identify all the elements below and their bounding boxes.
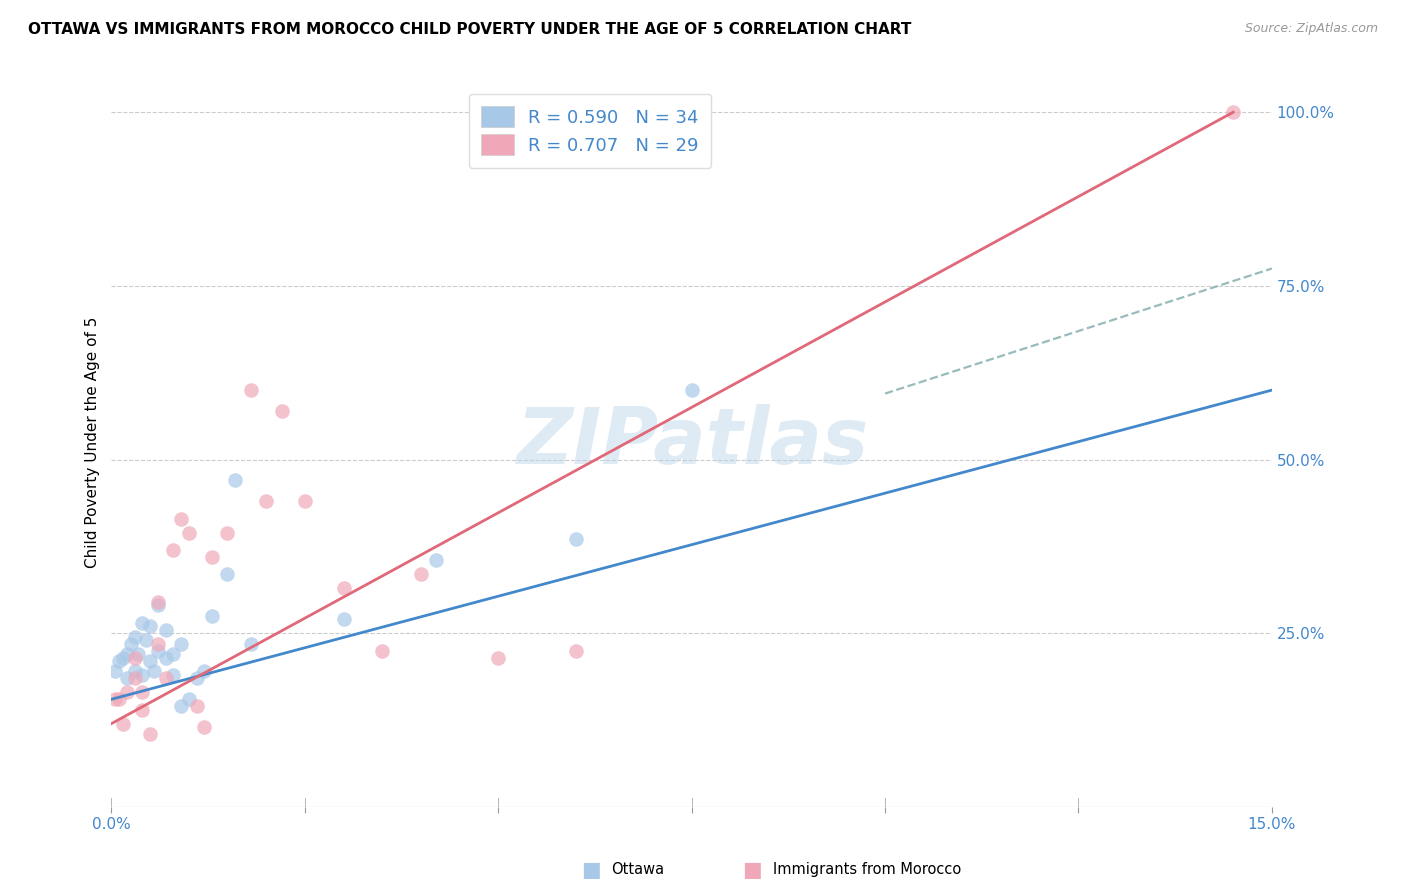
Legend: R = 0.590   N = 34, R = 0.707   N = 29: R = 0.590 N = 34, R = 0.707 N = 29 xyxy=(468,94,711,168)
Point xyxy=(124,672,146,686)
Y-axis label: Child Poverty Under the Age of 5: Child Poverty Under the Age of 5 xyxy=(86,317,100,568)
Text: ■: ■ xyxy=(742,860,762,880)
Point xyxy=(108,692,131,706)
Text: Ottawa: Ottawa xyxy=(612,863,665,877)
Point xyxy=(193,665,215,679)
Point xyxy=(371,643,394,657)
Point xyxy=(239,383,262,397)
Point xyxy=(201,549,224,564)
Point xyxy=(486,650,509,665)
Point xyxy=(239,637,262,651)
Point xyxy=(332,581,354,595)
Text: OTTAWA VS IMMIGRANTS FROM MOROCCO CHILD POVERTY UNDER THE AGE OF 5 CORRELATION C: OTTAWA VS IMMIGRANTS FROM MOROCCO CHILD … xyxy=(28,22,911,37)
Point xyxy=(270,404,292,418)
Point xyxy=(564,533,586,547)
Point xyxy=(425,553,447,567)
Point xyxy=(146,595,169,609)
Point xyxy=(155,672,177,686)
Point xyxy=(131,668,153,682)
Point xyxy=(146,637,169,651)
Text: Immigrants from Morocco: Immigrants from Morocco xyxy=(773,863,962,877)
Point xyxy=(254,494,277,508)
Point xyxy=(1222,105,1244,120)
Point xyxy=(186,699,208,714)
Point xyxy=(217,567,239,582)
Point xyxy=(170,637,193,651)
Point xyxy=(120,637,142,651)
Point xyxy=(139,619,162,633)
Point xyxy=(294,494,316,508)
Point xyxy=(111,716,134,731)
Text: ZIPatlas: ZIPatlas xyxy=(516,404,868,480)
Point xyxy=(170,511,193,525)
Point xyxy=(139,727,162,741)
Point xyxy=(111,650,134,665)
Point xyxy=(104,692,127,706)
Text: Source: ZipAtlas.com: Source: ZipAtlas.com xyxy=(1244,22,1378,36)
Point xyxy=(409,567,432,582)
Point xyxy=(131,615,153,630)
Point xyxy=(115,647,138,661)
Point xyxy=(193,720,215,734)
Point xyxy=(146,599,169,613)
Point xyxy=(177,525,200,540)
Point xyxy=(170,699,193,714)
Point xyxy=(155,650,177,665)
Point xyxy=(224,474,246,488)
Point xyxy=(201,608,224,623)
Point xyxy=(681,383,703,397)
Point xyxy=(564,643,586,657)
Point xyxy=(127,647,149,661)
Point xyxy=(131,685,153,699)
Point xyxy=(162,542,184,557)
Point xyxy=(143,665,166,679)
Point xyxy=(155,623,177,637)
Point xyxy=(108,654,131,668)
Point xyxy=(139,654,162,668)
Point xyxy=(124,650,146,665)
Point xyxy=(115,685,138,699)
Point xyxy=(135,633,157,648)
Point xyxy=(177,692,200,706)
Point xyxy=(186,672,208,686)
Point xyxy=(217,525,239,540)
Point xyxy=(332,612,354,626)
Point xyxy=(124,630,146,644)
Point xyxy=(146,643,169,657)
Point xyxy=(162,647,184,661)
Point xyxy=(104,665,127,679)
Point xyxy=(131,703,153,717)
Point xyxy=(162,668,184,682)
Point xyxy=(115,672,138,686)
Point xyxy=(124,665,146,679)
Text: ■: ■ xyxy=(581,860,600,880)
